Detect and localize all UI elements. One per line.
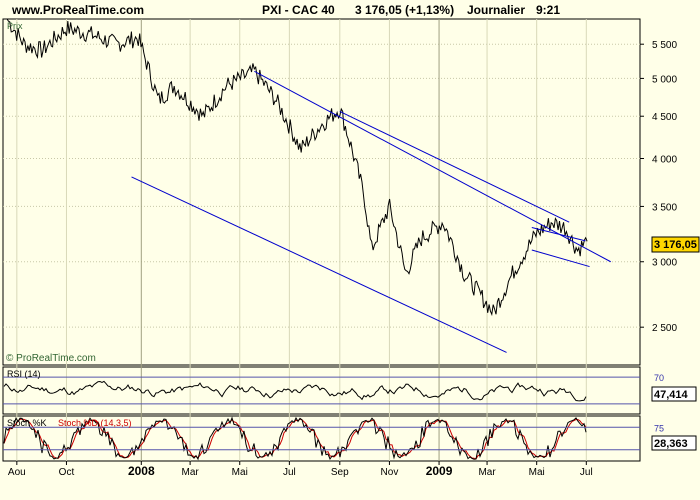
x-tick-label: Oct (59, 467, 75, 478)
period-label: Journalier (467, 3, 525, 17)
x-tick-label: 2009 (426, 464, 453, 478)
x-tick-label: Mai (529, 467, 545, 478)
stoch-k-line (3, 416, 587, 461)
last-price-badge-text: 3 176,05 (654, 239, 697, 251)
y-axis: 2 500 3 000 3 500 4 000 4 500 5 000 5 500 (640, 40, 677, 334)
y-tick-label: 4 500 (652, 112, 677, 123)
rsi-last-value: 47,414 (654, 389, 689, 401)
x-tick-label: Mar (181, 467, 199, 478)
rsi-series-line (3, 380, 587, 402)
last-price-badge (651, 236, 700, 253)
price-panel-label: Prix (7, 21, 23, 31)
x-tick-label: Nov (381, 467, 399, 478)
indicator-levels: 70 75 (3, 373, 664, 451)
trendline (339, 111, 570, 223)
rsi-last-badge (651, 386, 697, 402)
stoch-k-label: Stoch %K (7, 418, 47, 428)
rsi-level-label: 70 (654, 373, 664, 383)
rsi-panel (2, 366, 641, 415)
stoch-last-badge (651, 435, 697, 451)
price-series-line (6, 18, 588, 317)
y-tick-label: 2 500 (652, 323, 677, 334)
x-tick-label: Jul (580, 467, 593, 478)
trendline (131, 176, 507, 353)
y-tick-label: 3 000 (652, 258, 677, 269)
grid (3, 19, 640, 461)
x-tick-label: Jul (283, 467, 296, 478)
trendline (531, 227, 586, 242)
trendline (531, 249, 590, 268)
stoch-level-label: 75 (654, 423, 664, 433)
site-name: www.ProRealTime.com (11, 3, 144, 17)
trendline (254, 70, 611, 263)
stoch-d-label: Stoch %D (14,3,5) (58, 418, 132, 428)
rsi-panel-label: RSI (14) (7, 369, 41, 379)
stoch-last-value: 28,363 (654, 438, 688, 450)
x-tick-label: Mar (478, 467, 496, 478)
x-tick-label: 2008 (128, 464, 155, 478)
y-tick-label: 5 000 (652, 74, 677, 85)
last-price-header: 3 176,05 (+1,13%) (355, 3, 454, 17)
watermark: © ProRealTime.com (6, 353, 96, 364)
y-tick-label: 5 500 (652, 40, 677, 51)
time-label: 9:21 (536, 3, 560, 17)
y-tick-label: 4 000 (652, 154, 677, 165)
trendlines (131, 70, 611, 353)
x-axis: Aou Oct 2008 Mar Mai Jul Sep Nov 2009 Mar Mai Jul (8, 461, 593, 478)
y-tick-label: 3 500 (652, 202, 677, 213)
x-tick-label: Mai (232, 467, 248, 478)
x-tick-label: Aou (8, 467, 26, 478)
x-tick-label: Sep (331, 467, 349, 478)
instrument-name: PXI - CAC 40 (262, 3, 335, 17)
price-panel (2, 18, 641, 366)
